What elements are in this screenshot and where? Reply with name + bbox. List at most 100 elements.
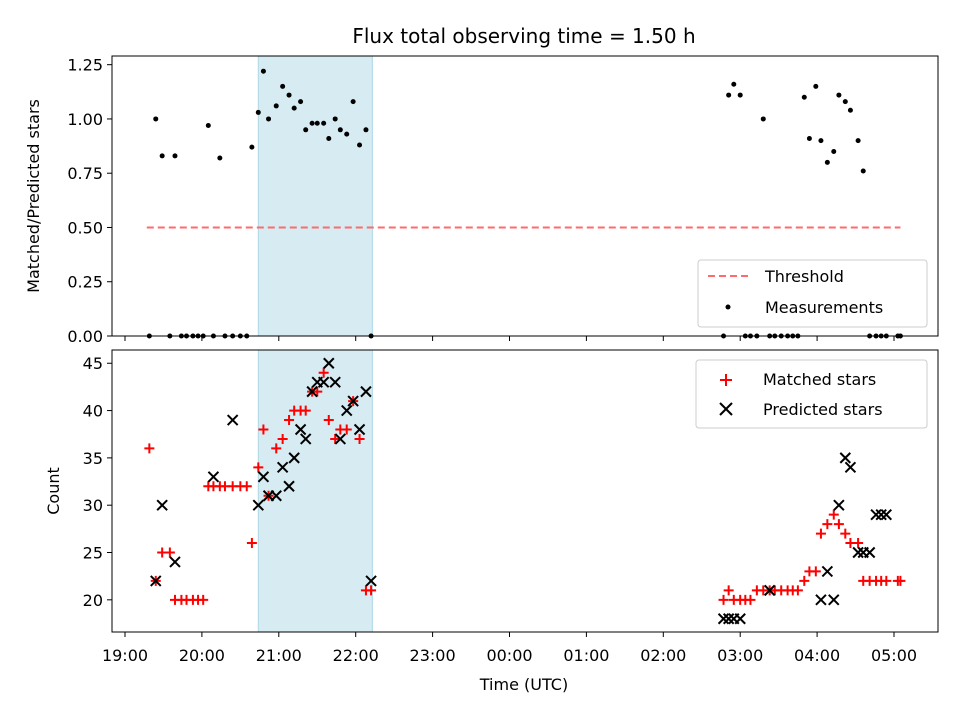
predicted-stars-point <box>288 452 300 464</box>
predicted-stars-point <box>270 490 282 502</box>
predicted-stars-point <box>341 404 353 417</box>
matched-stars-point <box>341 424 352 435</box>
measurements-point <box>321 120 327 126</box>
measurements-point <box>159 153 165 159</box>
count-series <box>144 357 906 625</box>
predicted-stars-point <box>150 575 162 587</box>
predicted-stars-point <box>870 508 882 521</box>
predicted-stars-point <box>323 357 335 369</box>
chart-title: Flux total observing time = 1.50 h <box>352 24 695 48</box>
matched-stars-point <box>853 538 864 549</box>
plot-frame-ratio <box>111 55 939 337</box>
predicted-stars-point <box>722 613 735 625</box>
measurements-point <box>726 92 732 98</box>
predicted-stars-point <box>852 546 864 559</box>
predicted-stars-point <box>334 433 347 445</box>
measurements-point <box>737 92 743 98</box>
measurements-point <box>806 135 812 141</box>
matched-stars-point <box>799 575 810 586</box>
y-tick-label: 20 <box>83 591 103 610</box>
matched-stars-point <box>810 566 821 577</box>
matched-stars-point <box>198 594 209 605</box>
x-axis-label: Time (UTC) <box>479 675 568 694</box>
matched-stars-point <box>300 405 311 416</box>
predicted-stars-point <box>734 613 746 625</box>
predicted-stars-point <box>828 594 840 606</box>
predicted-stars-point <box>839 452 852 464</box>
measurements-point <box>314 120 320 126</box>
matched-stars-point <box>828 509 839 520</box>
matched-stars-point <box>354 433 365 444</box>
measurements-point <box>153 116 159 122</box>
predicted-stars-point <box>294 423 307 436</box>
legend-measurements-swatch <box>725 304 731 310</box>
measurements-point <box>303 127 309 133</box>
predicted-stars-point <box>306 385 318 398</box>
matched-stars-point <box>241 481 252 492</box>
predicted-stars-point <box>833 499 845 511</box>
predicted-stars-point <box>252 499 265 511</box>
matched-stars-point <box>164 547 175 558</box>
predicted-stars-point <box>283 480 295 492</box>
legend-box-count <box>695 359 928 429</box>
matched-stars-point <box>815 528 826 539</box>
predicted-stars-point <box>226 414 239 426</box>
measurements-point <box>801 94 807 100</box>
legend-predicted-label: Predicted stars <box>763 400 883 419</box>
legend-matched-swatch <box>720 374 732 386</box>
y-tick-label: 25 <box>83 544 103 563</box>
predicted-stars-point <box>329 376 341 388</box>
y-tick-label: 0.25 <box>67 273 103 292</box>
measurements-point <box>249 144 255 150</box>
matched-stars-point <box>277 433 288 444</box>
y-tick-label: 35 <box>83 449 103 468</box>
matched-stars-point <box>723 585 734 596</box>
measurements-point <box>824 159 830 165</box>
legend-count: Matched stars Predicted stars <box>695 359 928 429</box>
plot-frame-count <box>111 349 939 633</box>
measurements-point <box>860 168 866 174</box>
matched-stars-point <box>792 585 803 596</box>
predicted-stars-point <box>276 461 289 474</box>
y-axis-label-count: Count <box>44 467 63 515</box>
matched-stars-point <box>284 415 295 426</box>
measurements-point <box>855 138 861 144</box>
matched-stars-point <box>840 528 851 539</box>
predicted-stars-point <box>257 471 270 483</box>
predicted-stars-point <box>169 556 181 568</box>
measurements-point <box>291 105 297 111</box>
y-axis-label-ratio: Matched/Predicted stars <box>24 99 43 293</box>
matched-stars-point <box>246 538 257 549</box>
matched-stars-point <box>718 594 729 605</box>
predicted-stars-point <box>880 508 893 521</box>
matched-stars-point <box>253 462 264 473</box>
measurements-point <box>332 116 338 122</box>
y-tick-label: 30 <box>83 496 103 515</box>
predicted-stars-point <box>717 613 730 625</box>
observing-span <box>257 55 373 337</box>
legend-matched-label: Matched stars <box>763 370 876 389</box>
x-tick-label: 20:00 <box>179 646 225 665</box>
predicted-stars-point <box>815 594 827 606</box>
measurements-point <box>286 92 292 98</box>
legend-predicted-swatch <box>719 402 733 416</box>
measurements-point <box>255 109 261 115</box>
measurements-point <box>172 153 178 159</box>
measurements-point <box>280 83 286 89</box>
measurements-point <box>337 127 343 133</box>
y-tick-label: 1.00 <box>67 110 103 129</box>
measurements-point <box>205 122 211 128</box>
predicted-stars-point <box>763 584 776 597</box>
x-tick-label: 04:00 <box>794 646 840 665</box>
y-tick-label: 0.50 <box>67 218 103 237</box>
x-tick-label: 03:00 <box>717 646 763 665</box>
measurements-point <box>217 155 223 161</box>
measurements-point <box>260 68 266 74</box>
measurements-point <box>309 120 315 126</box>
y-tick-label: 0.75 <box>67 164 103 183</box>
x-tick-label: 00:00 <box>486 646 532 665</box>
predicted-stars-point <box>875 508 887 521</box>
y-tick-label: 0.00 <box>67 327 103 346</box>
predicted-stars-point <box>347 395 359 407</box>
